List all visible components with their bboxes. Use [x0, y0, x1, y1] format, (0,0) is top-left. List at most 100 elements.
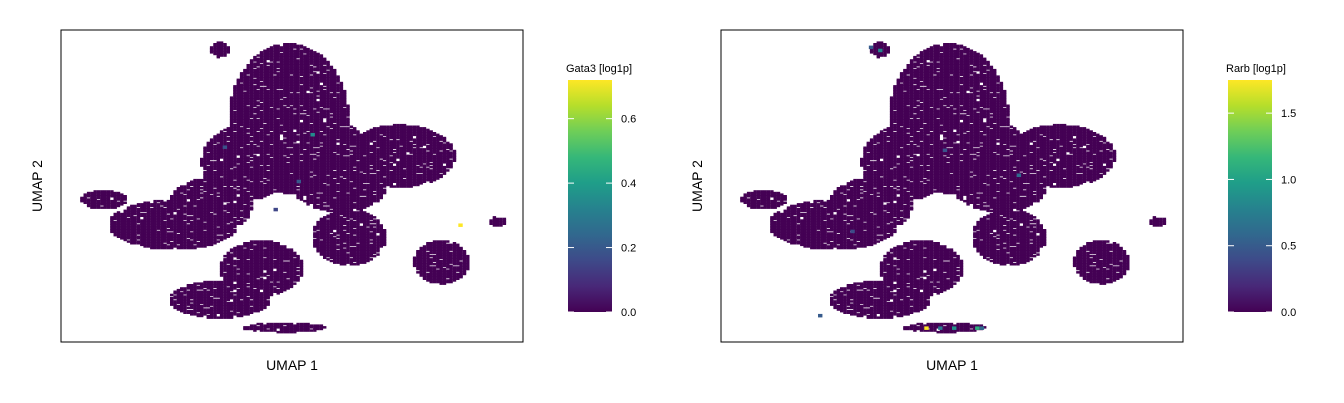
cell-point — [309, 144, 314, 148]
cell-point — [173, 196, 177, 200]
cell-point — [299, 141, 304, 145]
cell-point — [206, 233, 210, 237]
cell-point — [246, 119, 250, 122]
cell-point — [256, 267, 260, 271]
cell-point — [293, 67, 297, 70]
cell-point — [120, 212, 124, 216]
cell-point — [286, 68, 290, 72]
cell-point — [316, 101, 320, 104]
cell-point — [313, 178, 317, 182]
cell-point — [266, 263, 270, 266]
cell-point — [243, 293, 247, 297]
cell-point — [249, 324, 254, 327]
cell-point — [303, 78, 307, 82]
cell-point — [160, 238, 164, 242]
cell-point — [233, 208, 237, 211]
cell-point — [309, 146, 314, 149]
cell-point — [276, 259, 280, 263]
cell-point — [273, 54, 277, 57]
cell-point — [93, 203, 97, 206]
cell-point — [309, 183, 314, 187]
cell-point — [233, 127, 237, 130]
cell-point — [170, 209, 174, 213]
cell-point — [193, 214, 197, 217]
cell-point — [289, 85, 294, 88]
cell-point — [223, 180, 227, 183]
cell-point — [176, 225, 181, 229]
cell-point — [313, 151, 317, 154]
cell-point — [266, 107, 270, 111]
cell-point — [253, 99, 257, 103]
cell-point — [196, 227, 200, 230]
cell-point — [246, 216, 250, 219]
cell-point — [186, 219, 191, 222]
cell-point — [279, 99, 284, 103]
cell-point — [223, 52, 227, 56]
cell-point — [236, 167, 240, 170]
cell-point — [286, 287, 290, 290]
cell-point — [96, 191, 101, 195]
cell-point — [273, 115, 277, 119]
cell-point — [249, 138, 254, 141]
cell-point — [229, 182, 234, 185]
cell-point — [223, 164, 227, 167]
cell-point — [120, 222, 124, 225]
cell-point — [106, 195, 111, 198]
cell-point — [249, 293, 254, 297]
cell-point — [216, 133, 220, 137]
cell-point — [216, 290, 220, 293]
cell-point — [253, 254, 257, 258]
cell-point — [299, 157, 304, 161]
cell-point — [146, 237, 151, 240]
cell-point — [289, 120, 294, 124]
cell-point — [293, 72, 297, 75]
cell-point — [190, 311, 194, 314]
cell-point — [229, 258, 234, 261]
cell-point — [156, 204, 161, 208]
cell-point — [146, 220, 151, 224]
cell-point — [93, 204, 97, 208]
cell-point — [213, 195, 217, 198]
cell-point — [306, 170, 310, 174]
cell-point — [163, 246, 167, 250]
cell-point — [286, 47, 290, 51]
cell-point — [293, 140, 297, 143]
cell-point — [303, 59, 307, 62]
cell-point — [313, 206, 317, 209]
cell-point — [190, 198, 194, 201]
cell-point — [233, 120, 237, 124]
cell-point — [256, 96, 260, 99]
cell-point — [243, 106, 247, 109]
cell-point — [190, 232, 194, 235]
cell-point — [193, 300, 197, 303]
cell-point — [196, 301, 200, 305]
cell-point — [229, 102, 234, 106]
cell-point — [266, 156, 270, 159]
cell-point — [259, 115, 264, 119]
cell-point — [286, 172, 290, 175]
cell-point — [266, 240, 270, 243]
cell-point — [299, 67, 304, 70]
cell-point — [263, 274, 267, 277]
cell-point — [309, 54, 314, 57]
cell-point — [216, 157, 220, 161]
cell-point — [180, 185, 184, 188]
cell-point — [130, 222, 134, 225]
cell-point — [273, 164, 277, 167]
cell-point — [219, 263, 224, 266]
cell-point — [186, 187, 191, 190]
cell-point — [229, 203, 234, 206]
cell-point — [276, 243, 280, 247]
cell-point — [269, 161, 274, 164]
cell-point — [306, 80, 310, 83]
cell-point — [259, 327, 264, 331]
cell-point — [313, 73, 317, 77]
cell-point — [303, 167, 307, 170]
cell-point — [303, 99, 307, 103]
cell-point — [293, 115, 297, 119]
cell-point — [293, 43, 297, 46]
cell-point — [219, 238, 224, 242]
cell-point — [299, 54, 304, 57]
cell-point — [206, 303, 210, 306]
cell-point — [286, 132, 290, 135]
